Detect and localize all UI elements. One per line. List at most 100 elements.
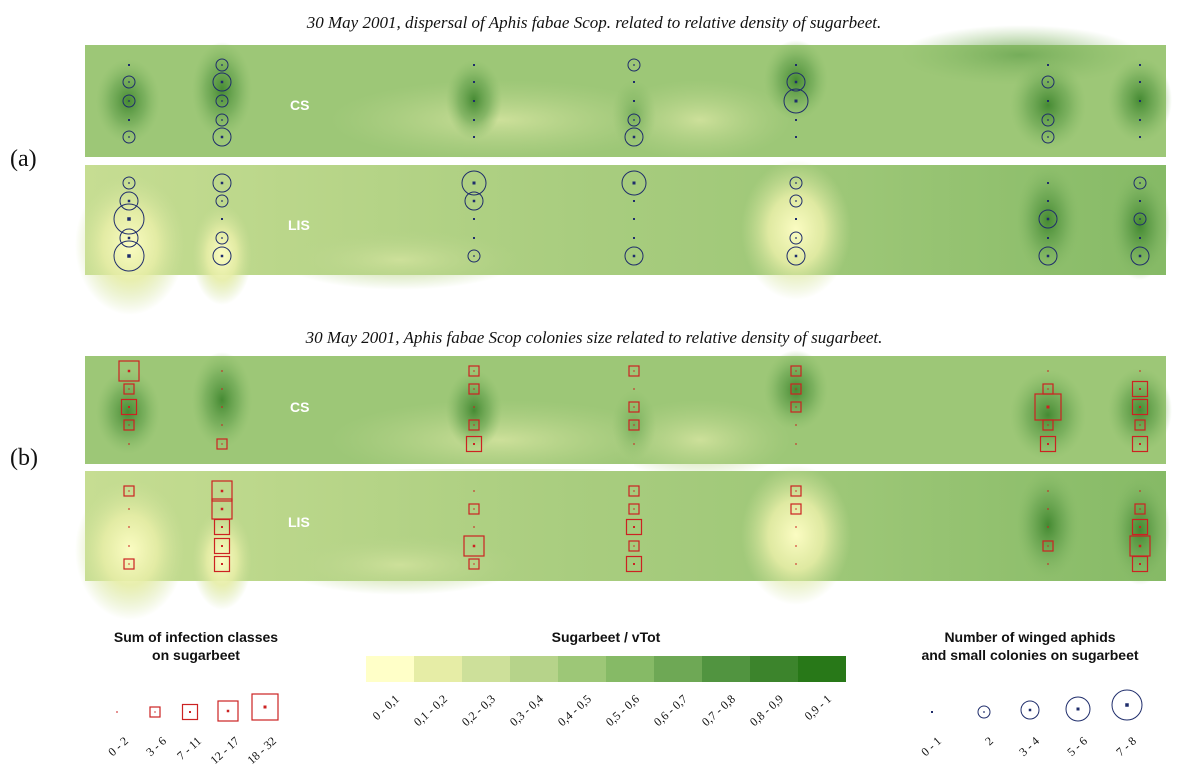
density-zone — [900, 25, 1140, 85]
infection-marker — [1047, 370, 1049, 372]
legend-density-label: 0,8 - 0,9 — [747, 692, 786, 729]
square-dot — [1139, 370, 1141, 372]
legend-winged-swatch — [977, 705, 991, 719]
legend-winged-label: 5 - 6 — [1064, 734, 1090, 759]
infection-marker — [128, 508, 130, 510]
winged-aphid-marker — [215, 231, 229, 245]
square-dot — [795, 370, 797, 372]
panel-label-a: (a) — [10, 146, 37, 172]
square-dot — [1047, 490, 1049, 492]
winged-aphid-marker — [473, 218, 475, 220]
infection-marker — [118, 360, 140, 382]
winged-aphid-marker — [212, 173, 232, 193]
square-frame — [468, 365, 480, 377]
square-dot — [128, 443, 130, 445]
square-dot — [633, 406, 635, 408]
title-b: 30 May 2001, Aphis fabae Scop colonies s… — [305, 328, 883, 347]
winged-aphid-marker — [1041, 113, 1055, 127]
square-dot — [473, 424, 475, 426]
infection-marker — [123, 419, 135, 431]
square-dot — [472, 544, 476, 548]
winged-aphid-marker — [789, 231, 803, 245]
density-zone — [741, 465, 851, 605]
circle-ring — [1038, 246, 1058, 266]
circle-dot — [473, 64, 475, 66]
square-dot — [127, 369, 131, 373]
circle-dot — [128, 81, 130, 83]
square-frame — [625, 518, 643, 536]
infection-marker — [1042, 540, 1054, 552]
legend-winged-label: 7 - 8 — [1113, 734, 1139, 759]
winged-aphid-marker — [627, 58, 641, 72]
square-dot — [221, 563, 223, 565]
infection-marker — [1039, 435, 1057, 453]
winged-aphid-marker — [212, 72, 232, 92]
map-b-cs — [85, 350, 1172, 480]
infection-marker — [213, 518, 231, 536]
square-dot — [795, 406, 797, 408]
winged-aphid-marker — [1139, 119, 1141, 121]
circle-ring — [1130, 246, 1150, 266]
infection-marker — [625, 518, 643, 536]
markers — [113, 58, 1151, 573]
circle-ring — [624, 127, 644, 147]
circle-dot — [221, 200, 223, 202]
circle-dot — [1028, 708, 1032, 712]
square-frame — [217, 700, 239, 722]
infection-marker — [1131, 435, 1149, 453]
winged-aphid-marker — [633, 218, 635, 220]
square-frame — [628, 401, 640, 413]
square-dot — [1047, 563, 1049, 565]
legend-infection-swatch — [217, 700, 239, 722]
density-zone — [280, 230, 520, 290]
square-frame — [790, 383, 802, 395]
square-dot — [128, 406, 130, 408]
legend-infection-label: 7 - 11 — [174, 734, 204, 763]
winged-aphid-marker — [624, 246, 644, 266]
square-frame — [1131, 518, 1149, 536]
winged-aphid-marker — [1047, 237, 1049, 239]
winged-aphid-marker — [1133, 176, 1147, 190]
winged-aphid-marker — [473, 100, 475, 102]
square-frame — [1131, 398, 1149, 416]
infection-marker — [468, 503, 480, 515]
square-frame — [628, 503, 640, 515]
square-dot — [473, 388, 475, 390]
density-zone — [610, 80, 790, 160]
circle-ring — [119, 191, 139, 211]
square-dot — [473, 443, 475, 445]
density-zone — [764, 40, 828, 120]
winged-aphid-marker — [212, 127, 232, 147]
circle-ring — [1041, 130, 1055, 144]
square-dot — [221, 388, 223, 390]
square-frame — [790, 503, 802, 515]
legend-winged-swatch — [1111, 689, 1143, 721]
circle-dot — [220, 135, 224, 139]
winged-aphid-marker — [113, 240, 145, 272]
square-dot — [1139, 406, 1141, 408]
winged-aphid-marker — [467, 249, 481, 263]
density-zone — [280, 535, 520, 595]
circle-dot — [795, 136, 797, 138]
legend-infection-label: 3 - 6 — [143, 734, 169, 759]
markers-a-lis — [113, 170, 1150, 272]
winged-aphid-marker — [1041, 75, 1055, 89]
infection-marker — [795, 526, 797, 528]
infection-marker — [128, 526, 130, 528]
circle-ring — [464, 191, 484, 211]
legend-density-swatch — [750, 656, 798, 682]
circle-dot — [795, 64, 797, 66]
infection-marker — [790, 401, 802, 413]
winged-aphid-marker — [633, 81, 635, 83]
circle-dot — [795, 119, 797, 121]
circle-dot — [221, 64, 223, 66]
square-dot — [795, 388, 797, 390]
square-frame — [1131, 380, 1149, 398]
circle-ring — [122, 176, 136, 190]
square-frame — [213, 518, 231, 536]
infection-marker — [1131, 518, 1149, 536]
circle-dot — [794, 80, 798, 84]
infection-marker — [1134, 419, 1146, 431]
legend-density-swatch — [366, 656, 414, 682]
density-zone — [741, 160, 851, 300]
